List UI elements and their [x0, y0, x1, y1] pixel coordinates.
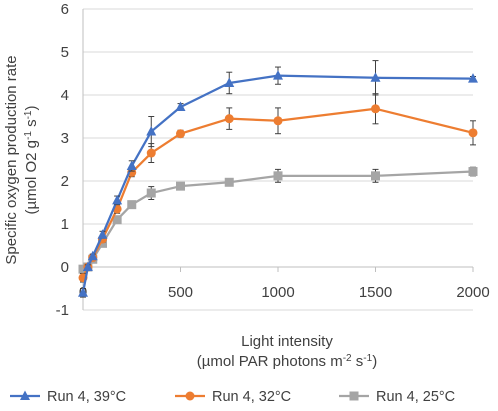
- triangle-marker: [97, 229, 108, 239]
- triangle-marker: [112, 194, 123, 205]
- y-tick-label: 5: [61, 44, 69, 61]
- y-title-sup1: -1: [23, 131, 34, 140]
- circle-marker: [146, 148, 156, 158]
- y-tick-label: -1: [56, 302, 69, 319]
- x-title-post: ): [372, 353, 377, 370]
- legend-label: Run 4, 25°C: [376, 389, 455, 405]
- y-title-mid: s: [23, 119, 40, 131]
- square-marker: [176, 181, 185, 191]
- triangle-marker: [20, 390, 30, 400]
- triangle-marker: [468, 73, 478, 83]
- y-axis-title-line1: Specific oxygen production rate: [3, 55, 20, 264]
- y-title-pre: (µmol O2 g: [23, 140, 40, 215]
- x-tick-label: 1500: [359, 284, 392, 301]
- y-tick-label: 1: [61, 216, 69, 233]
- y-tick-label: 3: [61, 130, 69, 147]
- gridlines: [83, 8, 473, 311]
- triangle-marker: [126, 160, 137, 170]
- square-marker: [224, 177, 234, 187]
- x-title-sup2: -1: [363, 353, 372, 364]
- x-axis-title-line2: (µmol PAR photons m-2 s-1): [197, 353, 377, 371]
- series-circle: [78, 93, 478, 283]
- square-marker: [112, 215, 122, 225]
- circle-marker: [185, 391, 195, 401]
- x-tick-label: 500: [168, 284, 193, 301]
- axes: [82, 9, 474, 310]
- y-axis-ticks: -1 0 1 2 3 4 5 6: [56, 1, 69, 319]
- series-square: [78, 166, 478, 274]
- y-tick-label: 6: [61, 1, 69, 18]
- circle-marker: [176, 129, 185, 139]
- circle-marker: [273, 116, 283, 126]
- series-line: [82, 170, 474, 271]
- x-axis-title-line1: Light intensity: [241, 333, 333, 350]
- series-triangle: [78, 60, 478, 298]
- legend-label: Run 4, 39°C: [47, 389, 126, 405]
- triangle-marker: [224, 77, 235, 87]
- square-marker: [371, 171, 380, 181]
- legend-label: Run 4, 32°C: [212, 389, 291, 405]
- x-title-mid: s: [352, 353, 364, 370]
- y-axis-title-line2: (µmol O2 g-1 s-1): [23, 106, 41, 215]
- triangle-marker: [82, 261, 93, 271]
- triangle-marker: [175, 101, 186, 112]
- series-layer: [78, 60, 478, 298]
- square-marker: [468, 167, 478, 177]
- y-title-post: ): [23, 106, 40, 111]
- x-title-sup1: -2: [343, 353, 352, 364]
- square-marker: [273, 171, 283, 181]
- y-tick-label: 2: [61, 173, 69, 190]
- triangle-marker: [78, 287, 88, 297]
- square-marker: [127, 200, 137, 210]
- square-marker: [349, 391, 359, 401]
- triangle-marker: [146, 126, 157, 136]
- x-tick-label: 1000: [261, 284, 294, 301]
- x-tick-label: 2000: [456, 284, 489, 301]
- square-marker: [146, 188, 156, 198]
- triangle-marker: [273, 70, 283, 80]
- x-title-pre: (µmol PAR photons m: [197, 353, 343, 370]
- y-tick-label: 4: [61, 87, 69, 104]
- circle-marker: [224, 114, 234, 124]
- legend: Run 4, 39°C Run 4, 32°C Run 4, 25°C: [10, 389, 455, 405]
- x-axis-ticks: 0500100015002000: [79, 284, 490, 301]
- y-title-sup2: -1: [23, 110, 34, 119]
- circle-marker: [468, 128, 478, 138]
- y-tick-label: 0: [61, 259, 69, 276]
- triangle-marker: [370, 72, 381, 82]
- triangle-marker: [87, 250, 98, 261]
- square-marker: [78, 264, 88, 274]
- circle-marker: [371, 104, 380, 114]
